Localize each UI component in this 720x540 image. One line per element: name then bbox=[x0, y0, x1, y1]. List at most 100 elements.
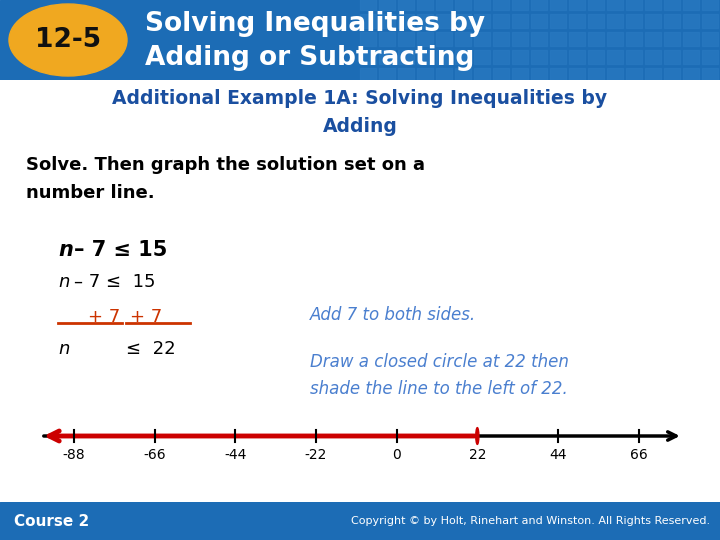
Bar bbox=[455, 50, 471, 64]
Text: Adding or Subtracting: Adding or Subtracting bbox=[145, 45, 474, 71]
Bar bbox=[417, 68, 433, 82]
Bar bbox=[664, 0, 680, 10]
Ellipse shape bbox=[9, 4, 127, 76]
Text: 66: 66 bbox=[630, 448, 647, 462]
Text: Add 7 to both sides.: Add 7 to both sides. bbox=[310, 306, 476, 324]
Bar bbox=[436, 50, 452, 64]
Bar bbox=[569, 68, 585, 82]
Bar bbox=[531, 0, 547, 10]
Bar bbox=[531, 68, 547, 82]
Bar bbox=[702, 50, 718, 64]
Bar bbox=[512, 50, 528, 64]
Bar bbox=[550, 0, 566, 10]
Text: – 7 ≤ 15: – 7 ≤ 15 bbox=[74, 240, 167, 260]
Bar bbox=[360, 32, 376, 46]
Bar bbox=[360, 14, 376, 28]
Bar bbox=[626, 0, 642, 10]
Bar bbox=[379, 14, 395, 28]
Bar bbox=[398, 50, 414, 64]
Bar bbox=[645, 32, 661, 46]
Bar bbox=[436, 32, 452, 46]
Text: -22: -22 bbox=[305, 448, 327, 462]
Bar bbox=[493, 0, 509, 10]
Bar bbox=[607, 0, 623, 10]
Bar bbox=[683, 50, 699, 64]
Bar bbox=[683, 14, 699, 28]
Text: n: n bbox=[58, 340, 69, 358]
Bar bbox=[702, 68, 718, 82]
Bar bbox=[531, 14, 547, 28]
Bar bbox=[683, 68, 699, 82]
Bar bbox=[398, 14, 414, 28]
Bar bbox=[417, 50, 433, 64]
Text: – 7 ≤  15: – 7 ≤ 15 bbox=[74, 273, 156, 291]
Text: Adding: Adding bbox=[323, 117, 397, 136]
Text: -88: -88 bbox=[63, 448, 85, 462]
Bar bbox=[360, 0, 376, 10]
Bar bbox=[436, 68, 452, 82]
Bar bbox=[550, 50, 566, 64]
Bar bbox=[474, 50, 490, 64]
Bar bbox=[569, 14, 585, 28]
Bar bbox=[493, 50, 509, 64]
Circle shape bbox=[476, 428, 479, 444]
Bar bbox=[417, 14, 433, 28]
Bar bbox=[360, 50, 376, 64]
Bar bbox=[531, 50, 547, 64]
Bar bbox=[455, 14, 471, 28]
Bar bbox=[512, 68, 528, 82]
Text: Solve. Then graph the solution set on a: Solve. Then graph the solution set on a bbox=[26, 156, 425, 174]
Text: n: n bbox=[58, 273, 69, 291]
Text: 0: 0 bbox=[392, 448, 401, 462]
Bar bbox=[436, 14, 452, 28]
Bar bbox=[683, 32, 699, 46]
Text: n: n bbox=[58, 240, 73, 260]
Bar bbox=[588, 0, 604, 10]
Bar bbox=[664, 50, 680, 64]
Bar bbox=[436, 0, 452, 10]
Bar bbox=[569, 32, 585, 46]
Bar bbox=[398, 68, 414, 82]
Bar bbox=[550, 14, 566, 28]
Bar bbox=[512, 0, 528, 10]
Bar bbox=[569, 0, 585, 10]
Bar bbox=[360, 68, 376, 82]
Bar bbox=[683, 0, 699, 10]
Text: Course 2: Course 2 bbox=[14, 514, 89, 529]
Bar bbox=[455, 68, 471, 82]
Bar bbox=[512, 14, 528, 28]
Bar bbox=[417, 32, 433, 46]
Bar bbox=[607, 68, 623, 82]
Text: -44: -44 bbox=[224, 448, 246, 462]
Bar bbox=[588, 14, 604, 28]
Text: Draw a closed circle at 22 then: Draw a closed circle at 22 then bbox=[310, 353, 569, 371]
Text: ≤  22: ≤ 22 bbox=[126, 340, 176, 358]
Bar bbox=[493, 68, 509, 82]
Text: 12-5: 12-5 bbox=[35, 27, 101, 53]
Text: Additional Example 1A: Solving Inequalities by: Additional Example 1A: Solving Inequalit… bbox=[112, 89, 608, 107]
Bar bbox=[493, 14, 509, 28]
Bar bbox=[417, 0, 433, 10]
Bar bbox=[455, 0, 471, 10]
Bar bbox=[607, 14, 623, 28]
Bar bbox=[626, 50, 642, 64]
Text: 44: 44 bbox=[549, 448, 567, 462]
Bar bbox=[474, 68, 490, 82]
Text: shade the line to the left of 22.: shade the line to the left of 22. bbox=[310, 380, 568, 398]
Bar bbox=[550, 32, 566, 46]
Text: Solving Inequalities by: Solving Inequalities by bbox=[145, 11, 485, 37]
Bar bbox=[379, 50, 395, 64]
Bar bbox=[645, 68, 661, 82]
Bar bbox=[531, 32, 547, 46]
Bar bbox=[607, 50, 623, 64]
Bar bbox=[493, 32, 509, 46]
Bar bbox=[588, 68, 604, 82]
Bar bbox=[379, 0, 395, 10]
Bar bbox=[664, 14, 680, 28]
Bar bbox=[474, 0, 490, 10]
Bar bbox=[474, 32, 490, 46]
Bar bbox=[702, 14, 718, 28]
Text: + 7: + 7 bbox=[130, 308, 162, 326]
Bar bbox=[512, 32, 528, 46]
Bar bbox=[645, 0, 661, 10]
